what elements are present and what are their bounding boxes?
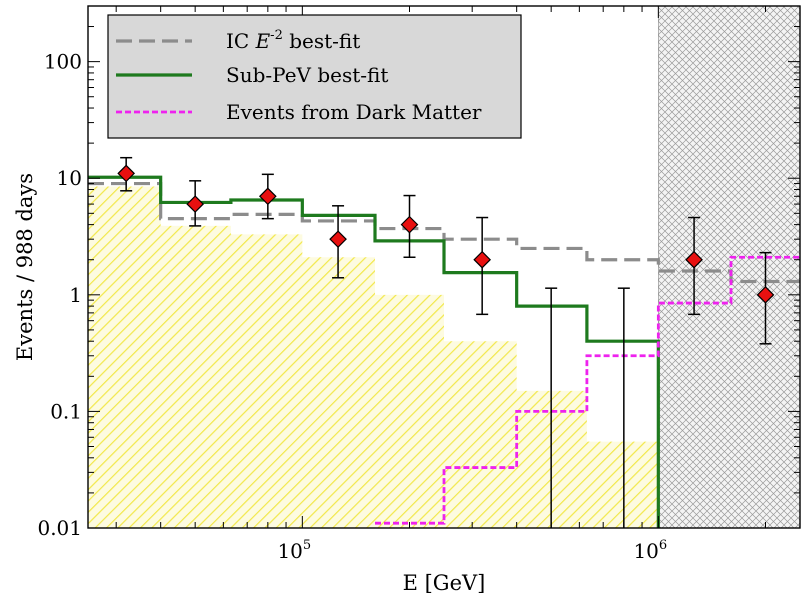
- series-line-ic: [88, 181, 800, 284]
- data-point-4: [400, 215, 419, 234]
- background-band: [88, 186, 659, 528]
- data-point-0: [117, 164, 136, 183]
- data-point-1: [186, 195, 205, 213]
- y-tick-label: 100: [44, 50, 82, 74]
- series-line-dm: [375, 255, 800, 525]
- y-tick-label: 0.01: [37, 516, 82, 540]
- legend-label-subpev: Sub-PeV best-fit: [226, 63, 388, 87]
- x-axis-label: E [GeV]: [403, 571, 486, 595]
- data-point-9: [756, 285, 775, 304]
- y-tick-label: 1: [69, 283, 82, 307]
- x-tick-label: 106: [633, 538, 667, 563]
- plot-frame: [87, 5, 801, 529]
- excluded-region: [658, 6, 800, 528]
- legend-label-dm: Events from Dark Matter: [226, 100, 482, 124]
- y-axis-label: Events / 988 days: [13, 173, 37, 361]
- x-tick-label: 105: [277, 538, 311, 563]
- data-point-3: [329, 230, 347, 249]
- y-tick-label: 10: [57, 166, 82, 190]
- data-point-8: [685, 250, 703, 269]
- legend-label-ic: IC E-2 best-fit: [226, 28, 360, 53]
- data-point-2: [258, 187, 277, 206]
- y-tick-label: 0.1: [50, 399, 82, 423]
- data-point-5: [473, 250, 492, 269]
